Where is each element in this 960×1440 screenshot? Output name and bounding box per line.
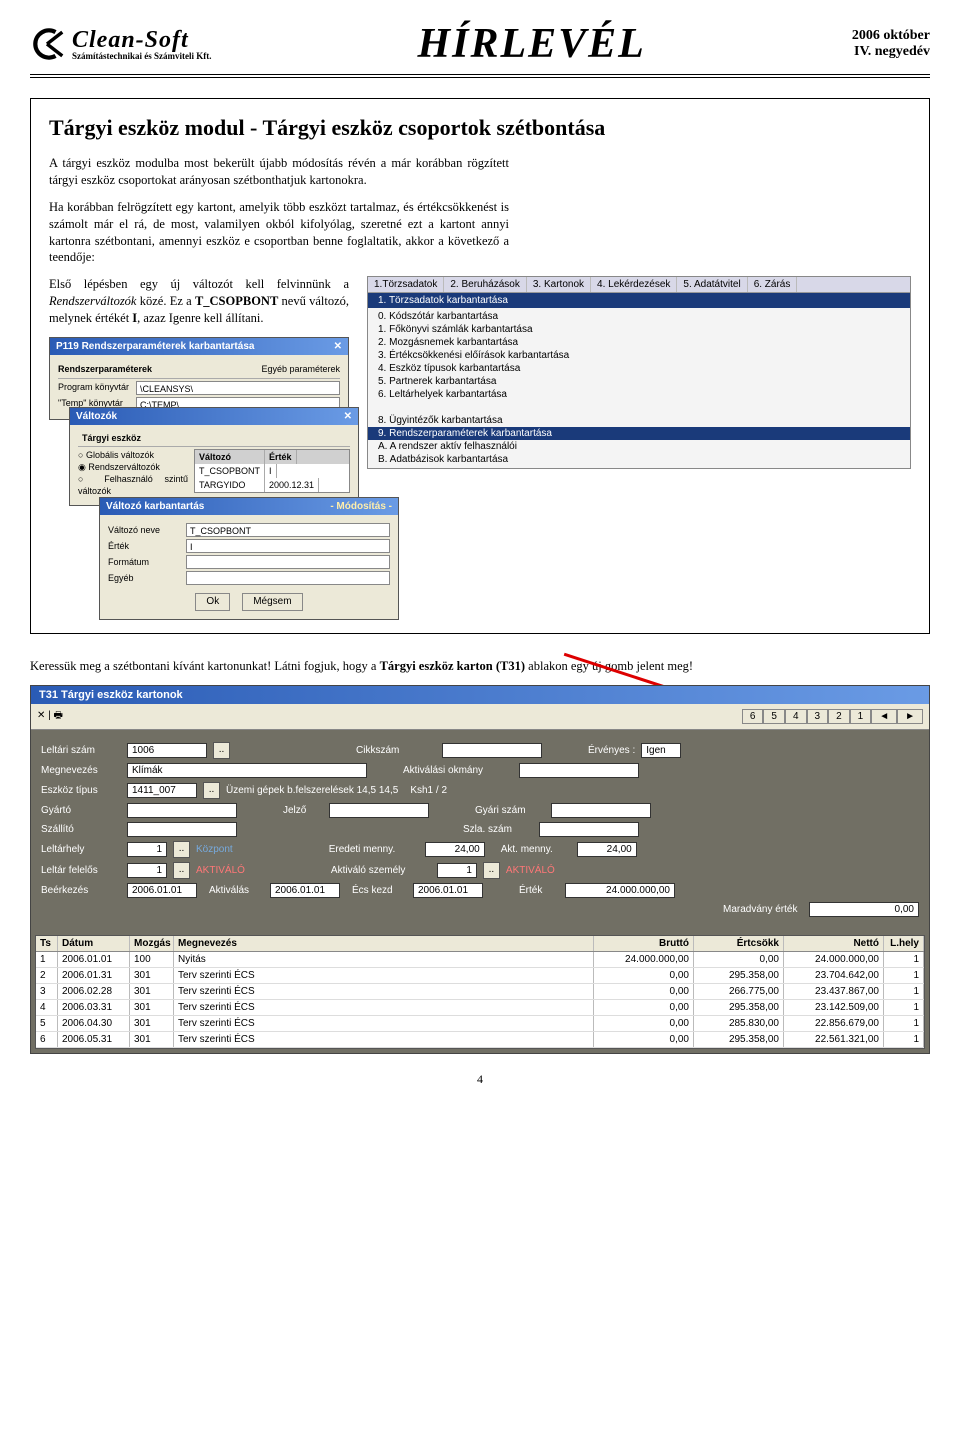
menu-item[interactable]: 8. Ügyintézők karbantartása — [368, 414, 910, 427]
t31-pager: 654321◄► — [742, 709, 923, 724]
t31-form: Leltári szám 1006.. Cikkszám Érvényes : … — [31, 730, 929, 929]
lookup-button[interactable]: .. — [213, 742, 230, 759]
screenshot-dialogs: P119 Rendszerparaméterek karbantartása✕ … — [49, 337, 349, 617]
menu-bar: 1.Törzsadatok2. Beruházások3. Kartonok4.… — [368, 277, 910, 293]
table-row[interactable]: 62006.05.31301Terv szerinti ÉCS0,00295.3… — [36, 1032, 924, 1048]
window-valtozo-edit: Változó karbantartás- Módosítás - Változ… — [99, 497, 399, 620]
menu-screenshot: 1.Törzsadatok2. Beruházások3. Kartonok4.… — [367, 276, 911, 469]
menu-item[interactable]: 0. Kódszótár karbantartása — [368, 310, 910, 323]
t31-table: TsDátumMozgásMegnevezésBruttóÉrtcsökkNet… — [35, 935, 925, 1049]
page-number: 4 — [30, 1072, 930, 1087]
menu-item[interactable]: B. Adatbázisok karbantartása — [368, 453, 910, 466]
menu-list: 0. Kódszótár karbantartása1. Főkönyvi sz… — [368, 308, 910, 468]
table-row[interactable]: 12006.01.01100Nyitás24.000.000,000,0024.… — [36, 952, 924, 968]
date-line-1: 2006 október — [852, 28, 930, 44]
pager-button[interactable]: ◄ — [871, 709, 897, 724]
app-menu: 1.Törzsadatok2. Beruházások3. Kartonok4.… — [367, 276, 911, 469]
menu-item[interactable]: 4. Eszköz típusok karbantartása — [368, 362, 910, 375]
cancel-button[interactable]: Mégsem — [242, 593, 302, 611]
newsletter-title: HÍRLEVÉL — [417, 20, 645, 68]
article-title: Tárgyi eszköz modul - Tárgyi eszköz csop… — [49, 115, 911, 141]
pager-button[interactable]: ► — [897, 709, 923, 724]
menu-item[interactable]: 3. Értékcsökkenési előírások karbantartá… — [368, 349, 910, 362]
logo-icon — [30, 27, 64, 61]
menu-tab[interactable]: 4. Lekérdezések — [591, 277, 677, 292]
menu-tab[interactable]: 1.Törzsadatok — [368, 277, 444, 292]
article-p2: Ha korábban felrögzített egy kartont, am… — [49, 199, 509, 267]
date-block: 2006 október IV. negyedév — [852, 28, 930, 60]
menu-item[interactable]: 9. Rendszerparaméterek karbantartása — [368, 427, 910, 440]
logo-name: Clean-Soft — [72, 28, 211, 52]
close-icon[interactable]: ✕ — [344, 410, 352, 424]
article-p3: Első lépésben egy új változót kell felvi… — [49, 276, 349, 617]
menu-item — [368, 401, 910, 414]
window-valtozok: Változók✕ Tárgyi eszköz ○ Globális válto… — [69, 407, 359, 506]
menu-item[interactable]: 2. Mozgásnemek karbantartása — [368, 336, 910, 349]
table-row[interactable]: 32006.02.28301Terv szerinti ÉCS0,00266.7… — [36, 984, 924, 1000]
menu-tab[interactable]: 6. Zárás — [748, 277, 798, 292]
submenu-title[interactable]: 1. Törzsadatok karbantartása — [368, 293, 910, 308]
ok-button[interactable]: Ok — [195, 593, 230, 611]
article-box: Tárgyi eszköz modul - Tárgyi eszköz csop… — [30, 98, 930, 634]
logo-subtitle: Számítástechnikai és Számviteli Kft. — [72, 52, 211, 61]
pager-button[interactable]: 6 — [742, 709, 764, 724]
t31-toolbar: ✕ | 🖶 654321◄► — [31, 704, 929, 730]
logo-block: Clean-Soft Számítástechnikai és Számvite… — [30, 27, 211, 61]
menu-item[interactable]: 1. Főkönyvi számlák karbantartása — [368, 323, 910, 336]
t31-title: T31 Tárgyi eszköz kartonok — [31, 686, 929, 704]
article-p1: A tárgyi eszköz modulba most bekerült új… — [49, 155, 509, 189]
menu-item[interactable]: 6. Leltárhelyek karbantartása — [368, 388, 910, 401]
pager-button[interactable]: 3 — [807, 709, 829, 724]
menu-tab[interactable]: 3. Kartonok — [527, 277, 591, 292]
menu-tab[interactable]: 2. Beruházások — [444, 277, 527, 292]
date-line-2: IV. negyedév — [852, 44, 930, 60]
two-column-section: Első lépésben egy új változót kell felvi… — [49, 276, 911, 617]
pager-button[interactable]: 2 — [828, 709, 850, 724]
table-row[interactable]: 22006.01.31301Terv szerinti ÉCS0,00295.3… — [36, 968, 924, 984]
menu-item[interactable]: A. A rendszer aktív felhasználói — [368, 440, 910, 453]
menu-item[interactable]: 5. Partnerek karbantartása — [368, 375, 910, 388]
window-t31: T31 Tárgyi eszköz kartonok ✕ | 🖶 654321◄… — [30, 685, 930, 1054]
page-header: Clean-Soft Számítástechnikai és Számvite… — [30, 20, 930, 78]
toolbar-icons[interactable]: ✕ | 🖶 — [37, 708, 63, 725]
table-row[interactable]: 52006.04.30301Terv szerinti ÉCS0,00285.8… — [36, 1016, 924, 1032]
table-row[interactable]: 42006.03.31301Terv szerinti ÉCS0,00295.3… — [36, 1000, 924, 1016]
pager-button[interactable]: 5 — [763, 709, 785, 724]
pager-button[interactable]: 4 — [785, 709, 807, 724]
close-icon[interactable]: ✕ — [334, 340, 342, 354]
article-below: Keressük meg a szétbontani kívánt karton… — [30, 658, 930, 675]
menu-tab[interactable]: 5. Adatátvitel — [677, 277, 747, 292]
pager-button[interactable]: 1 — [850, 709, 872, 724]
